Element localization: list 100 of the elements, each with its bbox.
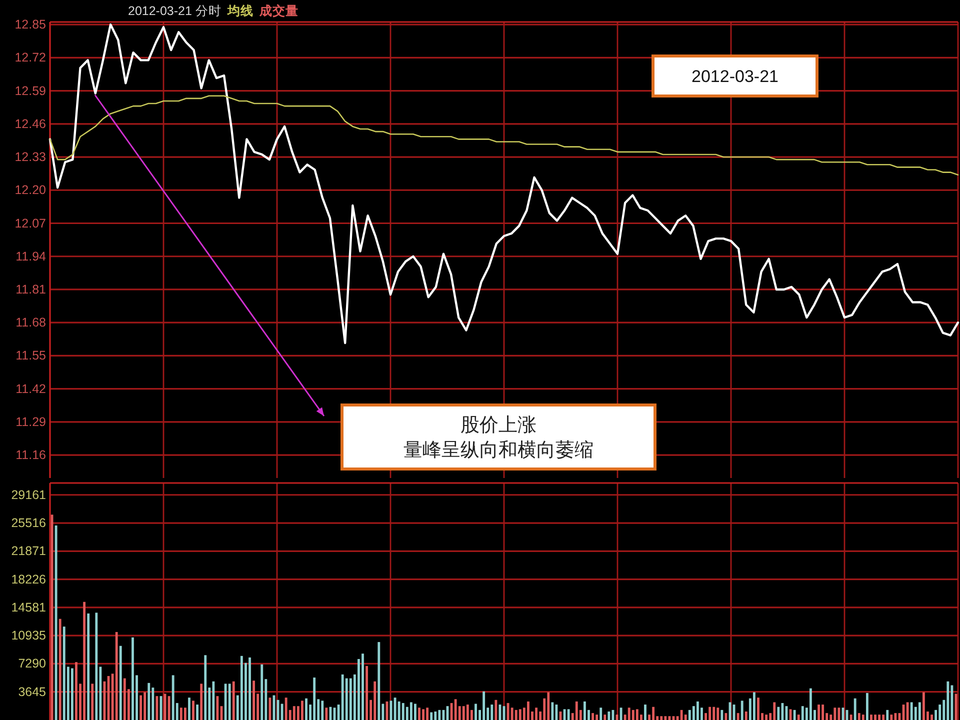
bar: [708, 706, 712, 720]
bar: [918, 702, 921, 720]
bar: [890, 714, 893, 720]
bar: [119, 646, 122, 720]
y-tick-label: 12.46: [14, 116, 46, 131]
bar: [600, 708, 602, 720]
bar: [115, 632, 118, 720]
bar: [862, 714, 864, 720]
y-tick-label: 12.72: [14, 50, 46, 65]
bar: [123, 678, 126, 720]
bar: [349, 678, 352, 720]
bar: [660, 716, 663, 720]
bar: [567, 709, 570, 720]
bar: [140, 695, 142, 720]
bar: [632, 710, 634, 720]
bar: [608, 712, 610, 720]
bar: [930, 714, 933, 720]
bar: [345, 678, 348, 720]
bar: [882, 714, 885, 720]
bar: [462, 706, 465, 720]
text: 均线: [226, 4, 254, 18]
bar: [232, 681, 235, 720]
bar: [878, 714, 881, 720]
bar: [58, 618, 62, 720]
bar: [54, 525, 58, 720]
bar: [168, 696, 170, 720]
bar: [664, 716, 667, 720]
bar: [834, 708, 836, 720]
bar: [280, 704, 284, 720]
bar: [818, 704, 820, 720]
bar: [268, 698, 272, 720]
bar: [252, 680, 255, 720]
bar: [752, 692, 756, 720]
bar: [490, 704, 494, 720]
y-tick-label: 11.94: [16, 249, 46, 264]
annotation: 2012-03-21: [692, 67, 778, 86]
bar: [866, 692, 868, 720]
bar: [584, 701, 586, 720]
y-tick-label: 3645: [18, 684, 46, 699]
bar: [87, 613, 90, 720]
bar: [680, 710, 683, 720]
bar: [204, 655, 207, 720]
y-tick-label: 11.81: [16, 282, 46, 296]
bar: [70, 668, 74, 720]
bar: [172, 675, 174, 720]
bar: [224, 684, 227, 720]
bar: [228, 684, 231, 720]
bar: [724, 713, 728, 720]
bar: [688, 710, 691, 720]
bar: [240, 656, 243, 720]
bar: [596, 714, 598, 720]
bar: [886, 710, 889, 720]
bar: [292, 706, 296, 720]
bar: [535, 708, 538, 720]
chart-title: 2012-03-21 分时: [128, 4, 222, 18]
annotation: 量峰呈纵向和横向萎缩: [404, 440, 594, 461]
y-tick-label: 18226: [11, 572, 46, 586]
bar: [910, 702, 913, 720]
bar: [712, 706, 716, 720]
bar: [652, 706, 655, 720]
bar: [341, 674, 344, 720]
bar: [950, 685, 954, 720]
bar: [736, 713, 740, 720]
bar: [248, 657, 251, 720]
bar: [781, 703, 784, 720]
bar: [510, 708, 514, 720]
bar: [75, 662, 78, 720]
bar: [62, 626, 66, 720]
bar: [313, 678, 316, 720]
y-tick-label: 10935: [11, 628, 46, 643]
bar: [301, 700, 304, 720]
bar: [518, 709, 522, 720]
bar: [773, 702, 776, 720]
y-tick-label: 11.68: [16, 316, 46, 330]
y-tick-label: 12.59: [14, 84, 46, 98]
bar: [366, 666, 368, 720]
bar: [514, 710, 518, 720]
bar: [822, 704, 824, 720]
bar: [434, 712, 437, 720]
y-tick-label: 12.85: [14, 18, 46, 32]
text: 成交量: [258, 3, 298, 18]
bar: [362, 654, 364, 720]
bar: [720, 710, 724, 720]
y-tick-label: 11.42: [16, 382, 46, 396]
bar: [450, 703, 453, 720]
bar: [575, 701, 578, 720]
bar: [482, 691, 486, 720]
bar: [757, 698, 760, 720]
bar: [200, 684, 203, 720]
y-tick-label: 12.20: [14, 183, 46, 198]
bar: [551, 702, 554, 720]
bar: [260, 664, 264, 720]
bar: [797, 714, 800, 720]
y-tick-label: 14581: [11, 600, 46, 614]
bar: [466, 704, 469, 720]
y-tick-label: 11.29: [16, 414, 46, 429]
bar: [716, 708, 720, 720]
bar: [874, 714, 876, 720]
bar: [870, 714, 872, 720]
bar: [592, 713, 594, 720]
